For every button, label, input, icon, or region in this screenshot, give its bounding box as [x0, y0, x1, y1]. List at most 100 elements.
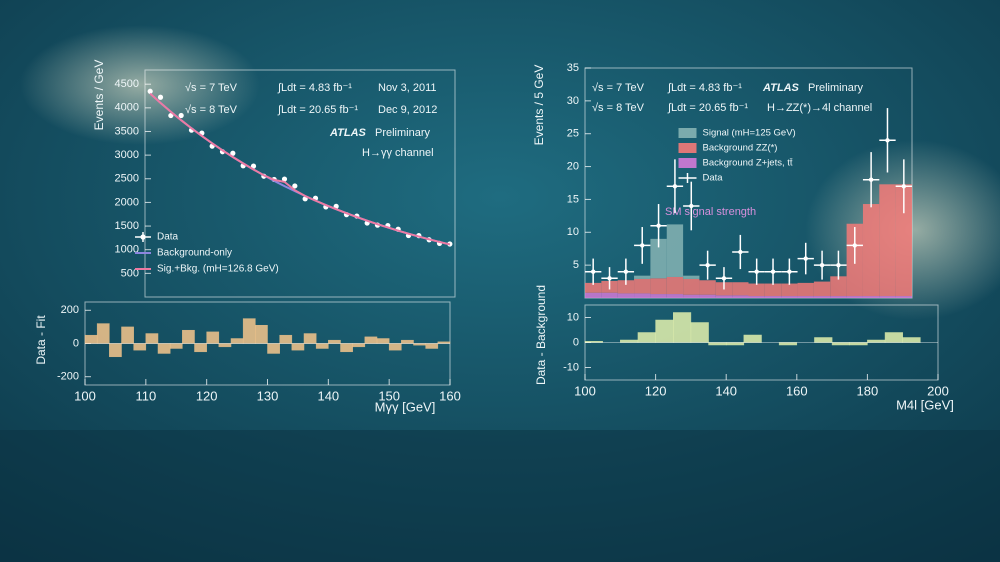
- bar: [352, 343, 366, 348]
- bar: [194, 343, 207, 353]
- data-point: [705, 262, 710, 268]
- data-point: [738, 249, 743, 255]
- histogram-segment: [830, 276, 847, 297]
- histogram-segment: [601, 292, 618, 298]
- legend-label: Background ZZ(*): [703, 143, 778, 154]
- bar: [145, 333, 159, 344]
- x-tick-label: 110: [135, 388, 156, 403]
- histogram-segment: [732, 282, 749, 296]
- y-axis-label: Events / 5 GeV: [532, 65, 546, 146]
- histogram-segment: [617, 280, 635, 294]
- header-text: Dec 9, 2012: [378, 104, 437, 116]
- data-point: [590, 269, 596, 274]
- data-point: [157, 94, 164, 100]
- histogram-segment: [764, 283, 782, 297]
- data-point: [230, 150, 236, 156]
- x-tick-label: 120: [645, 383, 667, 398]
- data-point: [168, 112, 174, 119]
- bar: [690, 322, 709, 343]
- histogram-segment: [699, 294, 716, 298]
- histogram-segment: [732, 295, 749, 298]
- histogram-segment: [797, 282, 814, 297]
- y-axis-label: Events / GeV: [92, 60, 106, 131]
- data-point: [250, 163, 257, 169]
- bar: [182, 329, 195, 344]
- histogram-segment: [650, 294, 667, 298]
- histogram-segment: [846, 296, 863, 298]
- histogram-segment: [748, 296, 765, 298]
- bar: [849, 342, 868, 346]
- bar: [902, 337, 921, 343]
- plot-frame: [144, 69, 456, 298]
- histogram-segment: [634, 293, 651, 298]
- y-tick-label: 4500: [115, 78, 139, 90]
- data-point: [754, 269, 759, 274]
- x-tick-label: 150: [378, 388, 400, 403]
- data-point: [819, 262, 825, 268]
- x-tick-label: 130: [257, 388, 279, 403]
- legend-label: Background-only: [157, 248, 232, 259]
- legend-label: Data: [703, 173, 724, 184]
- y-axis-label: Data - Background: [534, 285, 548, 385]
- bar: [255, 324, 268, 344]
- y-tick-label: 3500: [115, 125, 139, 137]
- bar: [401, 339, 414, 344]
- bar: [340, 343, 353, 353]
- bar: [725, 342, 745, 346]
- bar: [364, 336, 378, 344]
- x-tick-label: 160: [786, 383, 808, 398]
- histogram-segment: [813, 281, 831, 297]
- bar: [425, 343, 439, 349]
- histogram-segment: [879, 296, 896, 298]
- data-point: [852, 243, 857, 248]
- bar: [267, 343, 280, 354]
- data-point: [721, 276, 727, 281]
- header-text: ∫Ldt = 4.83 fb⁻¹: [277, 82, 352, 94]
- y-tick-label: 2500: [115, 173, 139, 185]
- data-point: [292, 183, 298, 189]
- data-point: [672, 184, 678, 189]
- bar: [584, 341, 603, 343]
- status: Preliminary: [808, 82, 864, 94]
- bar: [743, 334, 762, 343]
- histogram-segment: [764, 296, 782, 298]
- header-text: ∫Ldt = 20.65 fb⁻¹: [277, 104, 358, 116]
- bar: [388, 343, 402, 351]
- y-tick-label: 35: [567, 62, 579, 74]
- histogram-segment: [879, 184, 896, 297]
- data-point: [178, 112, 184, 119]
- histogram-segment: [650, 238, 667, 279]
- x-tick-label: 140: [715, 383, 737, 398]
- header-text: √s = 7 TeV: [185, 82, 238, 94]
- y-tick-label: 2000: [115, 196, 139, 208]
- glow: [20, 25, 260, 145]
- header-text: ∫Ldt = 4.83 fb⁻¹: [667, 82, 742, 94]
- data-point: [689, 203, 694, 209]
- histogram-segment: [683, 278, 700, 295]
- bar: [121, 326, 134, 344]
- histogram-segment: [895, 296, 912, 298]
- x-tick-label: 200: [927, 383, 949, 398]
- data-point: [281, 176, 288, 182]
- histogram-segment: [715, 295, 733, 298]
- bar: [814, 337, 833, 343]
- bar: [84, 334, 98, 344]
- floor: [0, 430, 1000, 562]
- header-text: Nov 3, 2011: [378, 82, 437, 94]
- y-tick-label: 25: [567, 128, 579, 140]
- data-point: [147, 88, 153, 94]
- x-tick-label: 160: [439, 388, 461, 403]
- bar: [655, 319, 674, 343]
- histogram-segment: [862, 296, 880, 298]
- data-point: [640, 243, 645, 248]
- y-tick-label: 15: [567, 193, 579, 205]
- header-text: ∫Ldt = 20.65 fb⁻¹: [667, 102, 748, 114]
- histogram-segment: [666, 294, 684, 298]
- histogram-segment: [666, 276, 684, 295]
- bar: [315, 343, 329, 349]
- bar: [279, 334, 293, 344]
- channel: H→ZZ(*)→4l channel: [767, 102, 872, 114]
- bar: [778, 342, 798, 346]
- legend-swatch: [678, 158, 697, 168]
- histogram-segment: [666, 224, 684, 277]
